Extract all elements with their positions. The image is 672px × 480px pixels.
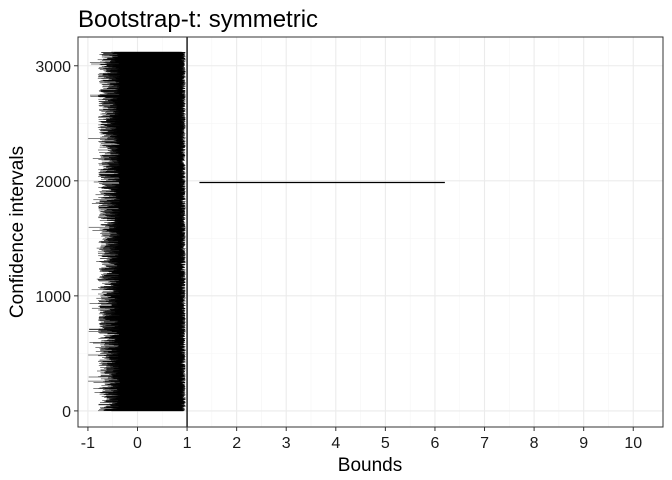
x-tick-label: 8	[530, 435, 539, 452]
y-tick-label: 2000	[35, 174, 71, 191]
x-tick-label: 4	[331, 435, 340, 452]
x-tick-label: 1	[183, 435, 192, 452]
y-tick-label: 3000	[35, 59, 71, 76]
x-axis-title: Bounds	[338, 455, 402, 476]
chart-title: Bootstrap-t: symmetric	[78, 6, 318, 33]
panel-border	[77, 36, 664, 428]
x-tick-label: 3	[282, 435, 291, 452]
x-tick-label: 6	[430, 435, 439, 452]
x-tick-label: 7	[480, 435, 489, 452]
interval-band-core	[120, 51, 180, 411]
y-axis: 0 1000 2000 3000	[35, 59, 78, 421]
x-tick-label: -1	[81, 435, 95, 452]
x-tick-label: 9	[579, 435, 588, 452]
x-tick-label: 10	[624, 435, 642, 452]
x-tick-label: 2	[232, 435, 241, 452]
x-tick-label: 0	[133, 435, 142, 452]
x-tick-label: 5	[381, 435, 390, 452]
x-axis: -1 0 1 2 3 4 5 6 7 8 9 10	[81, 427, 642, 452]
interval-series	[88, 51, 445, 412]
y-axis-title: Confidence intervals	[7, 146, 28, 318]
y-tick-label: 0	[62, 404, 71, 421]
y-tick-label: 1000	[35, 289, 71, 306]
